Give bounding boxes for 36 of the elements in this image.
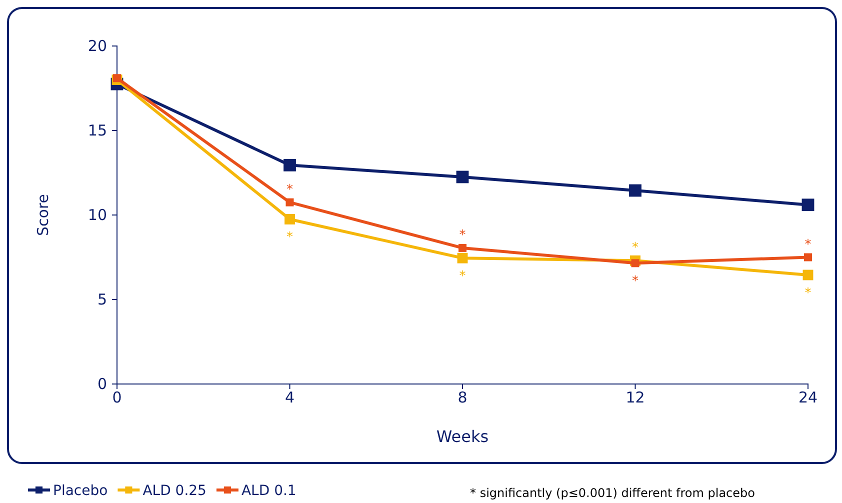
x-tick-label: 4 xyxy=(284,388,295,407)
point xyxy=(113,74,121,82)
legend-label: Placebo xyxy=(53,483,108,499)
point xyxy=(631,259,640,268)
x-tick-label: 0 xyxy=(112,388,122,407)
x-tick-label: 24 xyxy=(798,388,818,407)
y-tick-label: 10 xyxy=(88,206,107,224)
point xyxy=(284,158,296,172)
data-label: * xyxy=(459,228,466,243)
y-tick-label: 0 xyxy=(97,374,107,393)
point xyxy=(284,214,295,224)
data-label: * xyxy=(804,237,812,252)
y-axis-title: Score xyxy=(34,194,52,236)
data-label: * xyxy=(459,269,466,284)
point xyxy=(629,184,642,197)
point xyxy=(286,198,294,206)
point xyxy=(456,170,469,184)
x-tick-label: 12 xyxy=(626,388,645,407)
point xyxy=(802,198,814,212)
point xyxy=(802,270,814,280)
data-label: * xyxy=(286,230,294,246)
y-tick-label: 5 xyxy=(97,290,107,308)
y-tick-label: 20 xyxy=(88,36,107,55)
point xyxy=(458,244,466,252)
data-label: * xyxy=(632,274,639,290)
x-axis-title: Weeks xyxy=(436,427,489,446)
legend-label: ALD 0.1 xyxy=(241,483,296,499)
data-label: * xyxy=(804,286,812,301)
legend-label: ALD 0.25 xyxy=(142,483,206,499)
x-tick-label: 8 xyxy=(458,388,468,407)
text: * significantly (p≤0.001) different from placebo xyxy=(470,486,755,500)
data-label: * xyxy=(286,182,294,198)
point xyxy=(804,253,812,262)
y-tick-label: 15 xyxy=(88,121,107,140)
point xyxy=(457,252,468,264)
data-label: * xyxy=(632,240,639,256)
